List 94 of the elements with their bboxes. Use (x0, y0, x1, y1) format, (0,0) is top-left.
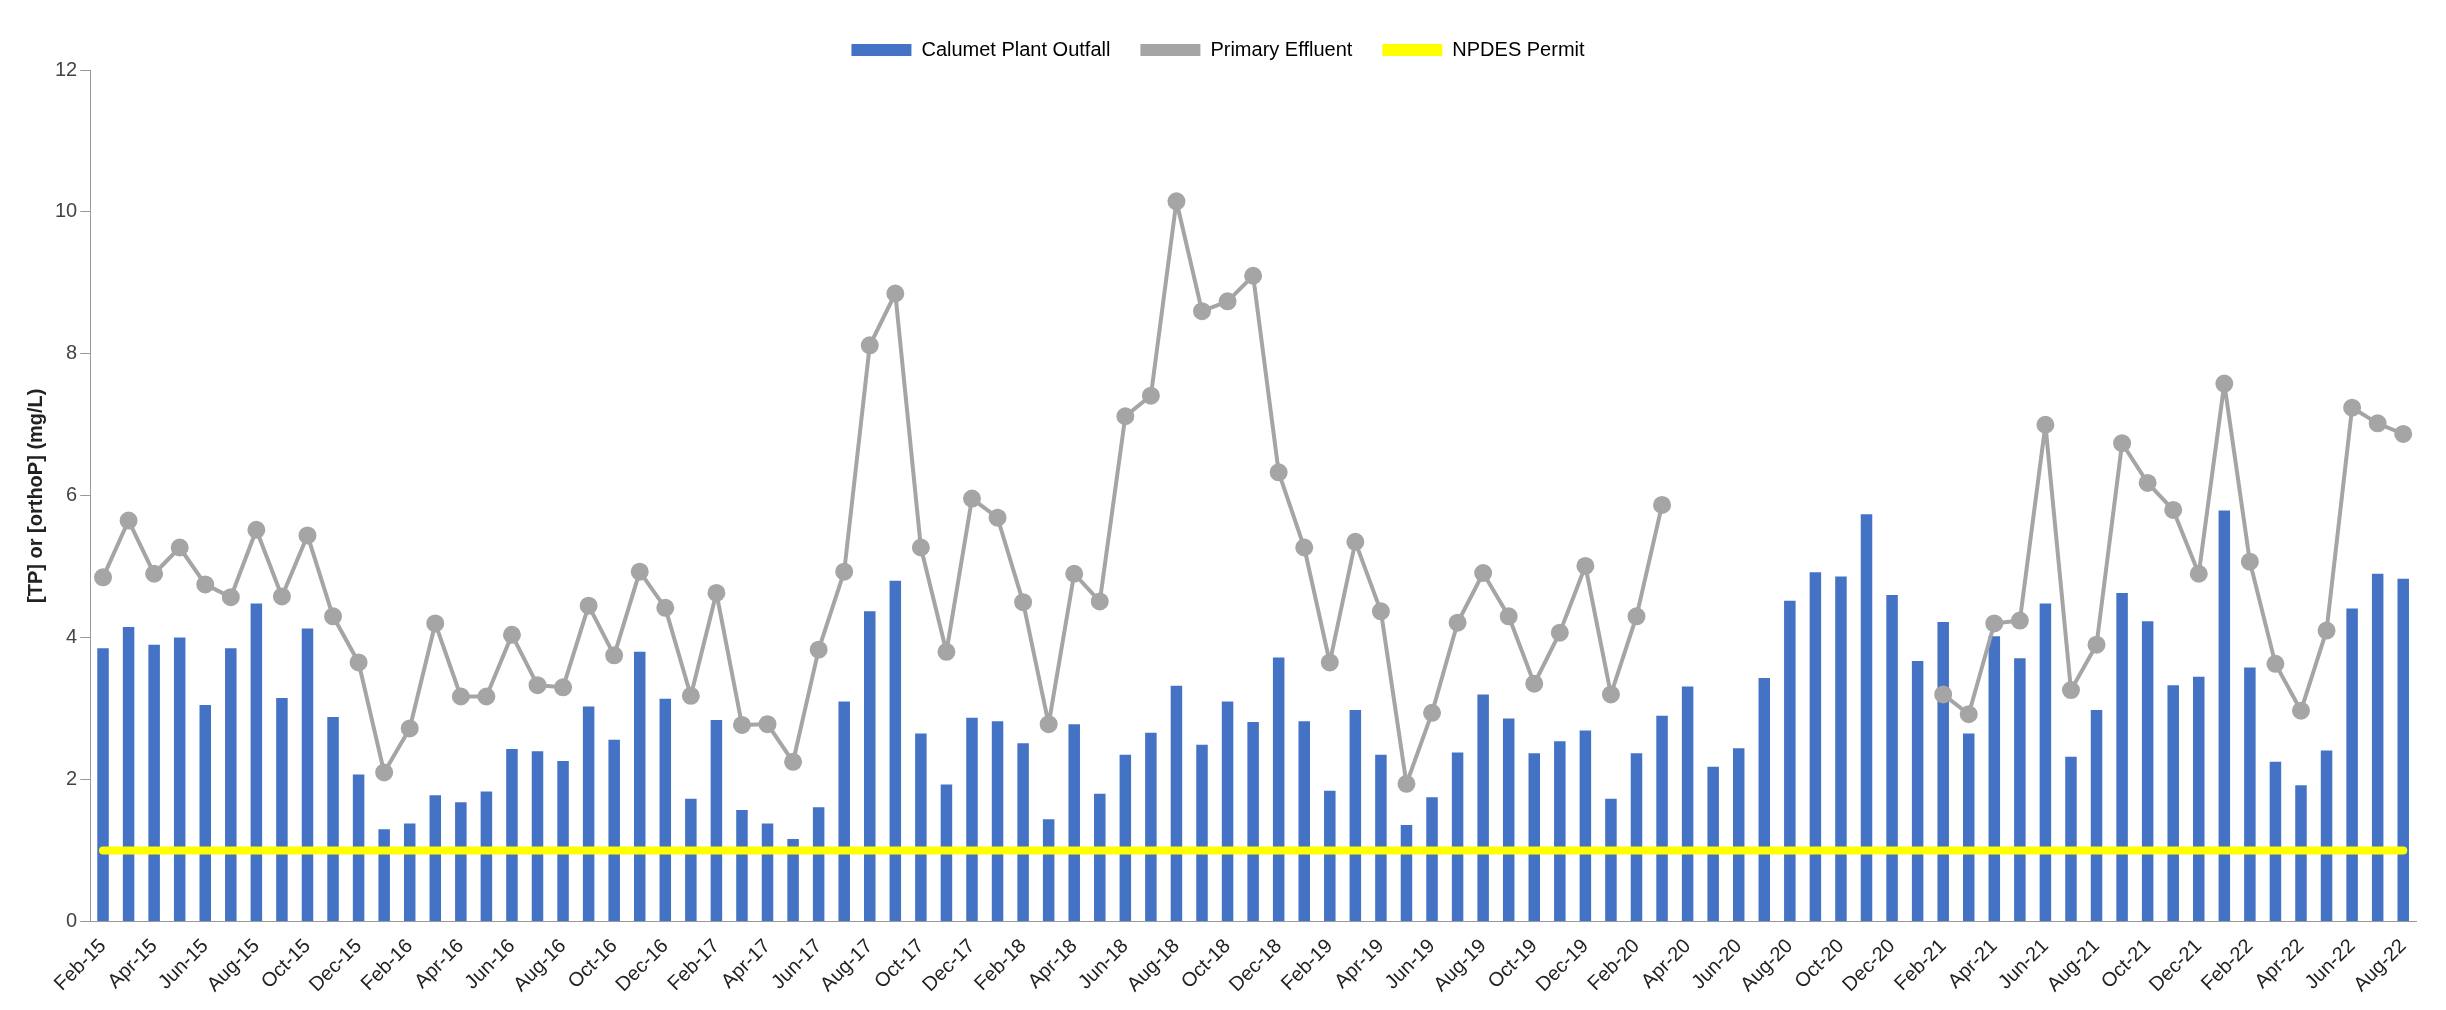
bar (455, 802, 467, 921)
bar (2346, 608, 2358, 921)
bar (2320, 750, 2333, 921)
bar (633, 651, 646, 921)
bar (1988, 636, 2001, 921)
bar (1221, 701, 1234, 921)
bar (787, 839, 799, 921)
bar (1298, 721, 1310, 921)
bar (966, 717, 978, 921)
bar (2218, 510, 2231, 921)
bar (940, 784, 953, 921)
bar (1758, 678, 1771, 921)
y-tick-label: 0 (66, 908, 78, 931)
bar (2193, 676, 2205, 921)
bar (2141, 621, 2154, 921)
bar (608, 739, 620, 921)
bar (250, 603, 263, 921)
bar (148, 644, 160, 921)
y-tick-label: 2 (66, 767, 78, 790)
bar (2039, 603, 2052, 921)
bar (2295, 785, 2307, 921)
bar (915, 733, 927, 921)
y-tick-label: 8 (66, 341, 78, 364)
y-axis-title: [TP] or [orthoP] (mg/L) (23, 388, 46, 603)
bar (122, 626, 135, 921)
bar (1681, 686, 1694, 921)
bar (991, 721, 1004, 921)
bar (1962, 733, 1975, 921)
bar (1911, 661, 1924, 921)
bar (736, 810, 748, 921)
bar (1886, 595, 1898, 921)
bar (327, 717, 339, 921)
bar (506, 749, 518, 921)
bar (1119, 754, 1132, 921)
legend-label: Primary Effluent (1210, 37, 1353, 60)
bar (2090, 709, 2103, 921)
bar (1605, 798, 1617, 921)
bar (1656, 715, 1668, 921)
bar (1068, 724, 1080, 921)
bar (1835, 576, 1847, 921)
bar (1196, 744, 1208, 921)
y-tick-label: 10 (55, 199, 78, 222)
bar (1784, 600, 1796, 921)
bar (1707, 766, 1719, 921)
bar (1579, 730, 1592, 921)
bar (2397, 578, 2409, 921)
bar (1349, 709, 1362, 921)
bar (1094, 793, 1106, 921)
bar (1732, 748, 1745, 921)
bar (1145, 732, 1157, 921)
bar (1502, 718, 1515, 921)
bar (2269, 761, 2282, 921)
bar (1017, 743, 1029, 921)
bar (1528, 753, 1541, 921)
bar (1247, 722, 1259, 921)
bar (225, 648, 237, 921)
bar (301, 628, 314, 921)
bar (2116, 592, 2128, 921)
bar (889, 580, 902, 921)
y-tick-label: 12 (55, 57, 78, 80)
bar (557, 761, 569, 921)
bar (2167, 685, 2179, 921)
bar (659, 698, 672, 921)
bar (710, 719, 723, 921)
bar (1477, 694, 1489, 921)
legend-label: NPDES Permit (1452, 37, 1586, 60)
bar (531, 751, 544, 921)
bar (1630, 753, 1643, 921)
bar (2065, 756, 2077, 921)
bar (2371, 573, 2384, 921)
bar (1170, 685, 1183, 921)
bar (276, 697, 288, 921)
bar (1375, 754, 1387, 921)
legend-label: Calumet Plant Outfall (921, 37, 1111, 60)
bar (864, 611, 876, 921)
bar (1324, 790, 1336, 921)
bar (352, 774, 365, 921)
bar (1860, 514, 1873, 921)
bar (2244, 667, 2256, 921)
bar (1426, 797, 1438, 921)
bar (173, 637, 186, 921)
bar (838, 701, 850, 921)
bar (1554, 741, 1566, 921)
bar (1272, 657, 1285, 921)
bar (199, 705, 212, 921)
bar (685, 798, 697, 921)
bar (2014, 658, 2026, 921)
y-tick-label: 4 (66, 625, 78, 648)
bar (1451, 752, 1464, 921)
bar (1809, 572, 1822, 921)
bar (582, 706, 595, 921)
bar (429, 795, 442, 921)
bar (97, 648, 109, 921)
y-tick-label: 6 (66, 483, 78, 506)
